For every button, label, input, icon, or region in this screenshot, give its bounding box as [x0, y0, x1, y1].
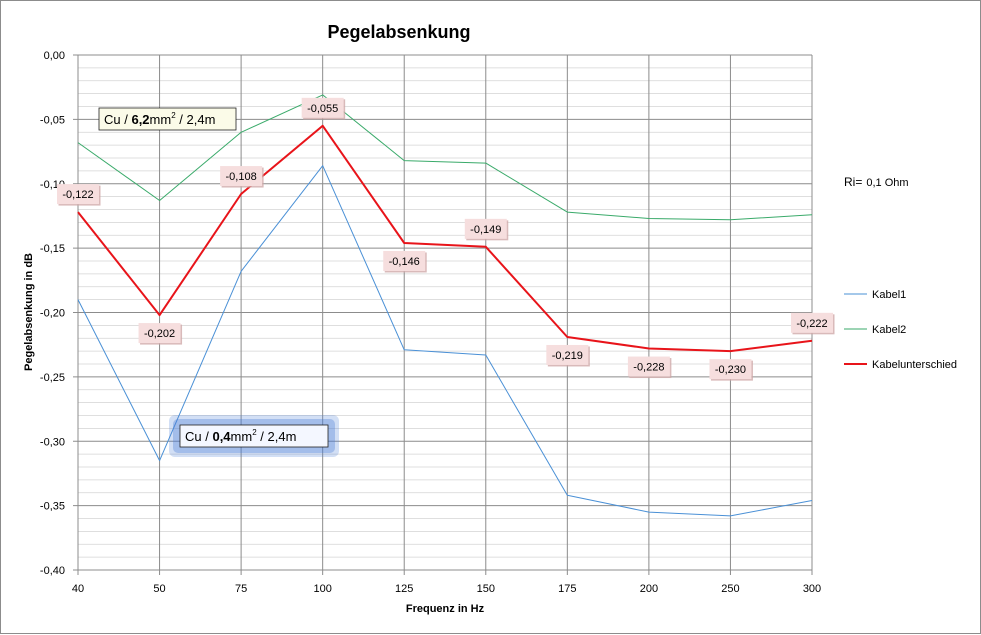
data-label: -0,228: [633, 362, 664, 374]
data-label: -0,149: [470, 224, 501, 236]
annotation-upper-unit: mm: [150, 112, 172, 127]
data-label-box: [57, 184, 99, 205]
x-tick-label: 200: [640, 583, 658, 595]
y-axis-label: Pegelabsenkung in dB: [23, 253, 35, 371]
data-label: -0,230: [715, 364, 746, 376]
legend-label: Kabel2: [872, 324, 906, 336]
axes: 0,00-0,05-0,10-0,15-0,20-0,25-0,30-0,35-…: [40, 50, 821, 595]
annotation-upper: Cu / 6,2mm2 / 2,4m: [98, 107, 237, 131]
series-line-kabelunterschied: [77, 124, 813, 353]
annotation-upper-suffix: / 2,4m: [176, 112, 216, 127]
x-tick-label: 75: [235, 583, 247, 595]
grid: [77, 54, 813, 571]
y-tick-label: -0,25: [40, 372, 65, 384]
x-axis-label: Frequenz in Hz: [406, 603, 485, 615]
annotation-lower-sup: 2: [252, 428, 257, 437]
data-label-box: [709, 359, 752, 380]
legend-label: Kabelunterschied: [872, 359, 957, 371]
data-label: -0,219: [552, 350, 583, 362]
data-label-box: [220, 166, 263, 187]
y-tick-label: -0,30: [40, 436, 65, 448]
data-label-box: [627, 356, 670, 377]
legend: Kabel1 Kabel2 Kabelunterschied: [844, 289, 957, 371]
x-tick-label: 250: [721, 583, 739, 595]
data-label: -0,055: [307, 103, 338, 115]
data-labels: -0,122 -0,202 -0,108 -0,055 -0,146 -0,149 -0,2…: [57, 97, 835, 381]
x-tick-label: 300: [803, 583, 821, 595]
data-label: -0,122: [62, 189, 93, 201]
data-label: -0,222: [796, 318, 827, 330]
data-label: -0,202: [144, 328, 175, 340]
annotation-lower-bold: 0,4: [212, 429, 231, 444]
data-label-box: [546, 344, 589, 365]
data-label-box: [383, 250, 426, 271]
x-tick-label: 50: [153, 583, 165, 595]
annotation-lower-suffix: / 2,4m: [257, 429, 297, 444]
legend-label: Kabel1: [872, 289, 906, 301]
x-tick-label: 40: [72, 583, 84, 595]
data-label-box: [464, 218, 507, 239]
x-tick-label: 125: [395, 583, 413, 595]
data-label-box: [301, 97, 344, 118]
x-tick-label: 150: [477, 583, 495, 595]
data-label-box: [138, 323, 181, 344]
annotation-lower-unit: mm: [231, 429, 253, 444]
annotation-lower: Cu / 0,4mm2 / 2,4m: [169, 415, 339, 457]
x-tick-label: 100: [313, 583, 331, 595]
series-line-kabel2: [77, 94, 813, 221]
y-tick-label: -0,40: [40, 565, 65, 577]
svg-text:Cu / 6,2mm2 / 2,4m: Cu / 6,2mm2 / 2,4m: [104, 111, 215, 127]
y-tick-label: -0,35: [40, 501, 65, 513]
y-tick-label: 0,00: [44, 50, 65, 62]
series-group: [77, 94, 813, 517]
chart-title: Pegelabsenkung: [327, 22, 470, 42]
ri-value: 0,1 Ohm: [866, 177, 908, 189]
ri-label: Ri=: [844, 175, 862, 189]
data-label-box: [791, 312, 833, 333]
annotation-upper-bold: 6,2: [131, 112, 149, 127]
annotation-upper-sup: 2: [171, 111, 176, 120]
x-tick-label: 175: [558, 583, 576, 595]
annotation-lower-prefix: Cu /: [185, 429, 212, 444]
ri-annotation: Ri= 0,1 Ohm: [844, 175, 909, 189]
svg-text:Cu / 0,4mm2 / 2,4m: Cu / 0,4mm2 / 2,4m: [185, 428, 296, 444]
y-tick-label: -0,15: [40, 243, 65, 255]
data-label: -0,146: [389, 256, 420, 268]
y-tick-label: -0,05: [40, 114, 65, 126]
series-line-kabel1: [77, 165, 813, 517]
y-tick-label: -0,20: [40, 308, 65, 320]
annotation-upper-prefix: Cu /: [104, 112, 131, 127]
data-label: -0,108: [226, 171, 257, 183]
